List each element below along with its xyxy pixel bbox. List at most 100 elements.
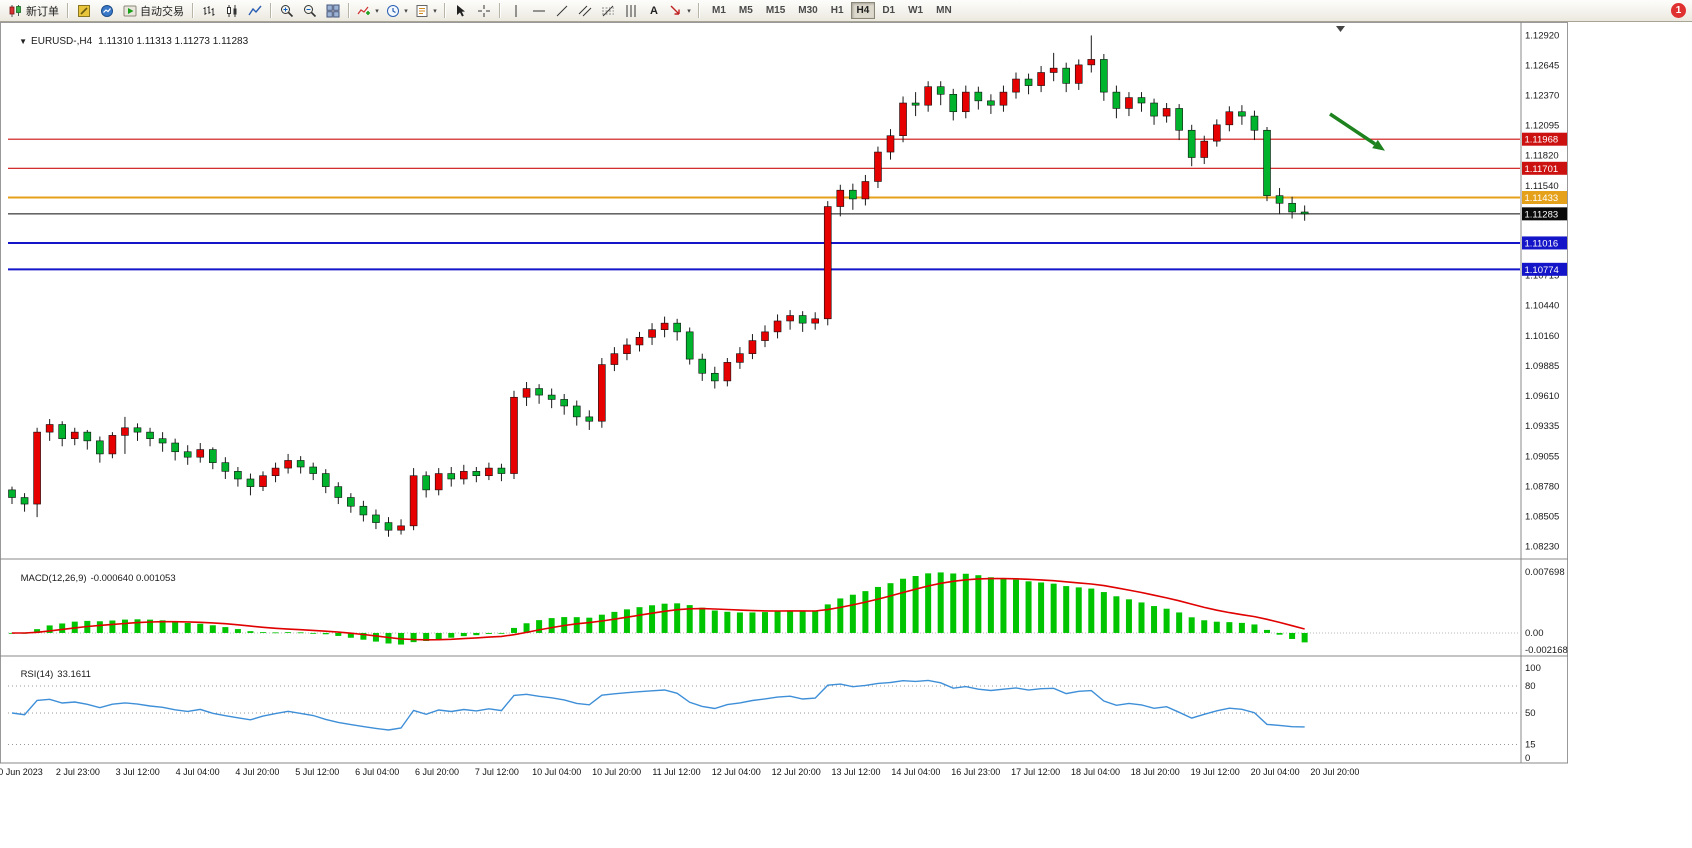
macd-histogram-bar — [297, 632, 304, 634]
timeframe-button-m30[interactable]: M30 — [792, 2, 823, 19]
candle-body — [811, 318, 820, 324]
time-axis-label: 12 Jul 20:00 — [772, 767, 821, 777]
timeframe-button-h4[interactable]: H4 — [850, 2, 876, 19]
new-order-button[interactable]: 新订单 — [4, 2, 63, 20]
time-axis: 30 Jun 2023 2 Jul 23:00 3 Jul 12:00 4 Jul 0… — [0, 767, 1359, 777]
zoom-in-button[interactable] — [276, 2, 298, 20]
macd-histogram-bar — [96, 621, 103, 633]
templates-button[interactable]: ▾ — [412, 2, 440, 20]
candle-body — [121, 427, 129, 436]
price-axis-tick: 1.10715 — [1525, 271, 1559, 282]
macd-histogram-bar — [498, 632, 505, 634]
macd-histogram-bar — [636, 607, 643, 633]
candles-layer — [8, 35, 1309, 537]
macd-histogram-bar — [837, 598, 844, 633]
timeframe-button-m15[interactable]: M15 — [760, 2, 791, 19]
candle-body — [133, 427, 142, 433]
candle-body — [45, 424, 54, 433]
time-axis-label: 16 Jul 23:00 — [951, 767, 1000, 777]
macd-histogram-bar — [1264, 629, 1270, 633]
collapse-arrow-icon[interactable]: ▼ — [19, 37, 28, 46]
trend-arrow-annotation[interactable] — [1329, 112, 1376, 146]
candle-body — [284, 460, 292, 469]
time-axis-label: 20 Jul 20:00 — [1310, 767, 1359, 777]
macd-axis-label: 0.007698 — [1525, 567, 1565, 578]
equidistant-channel-button[interactable] — [574, 2, 596, 20]
vertical-line-button[interactable] — [505, 2, 527, 20]
macd-histogram-bar — [435, 632, 442, 639]
timeframe-button-mn[interactable]: MN — [930, 2, 958, 19]
cursor-arrow-icon — [457, 4, 465, 16]
candle-body — [874, 151, 882, 182]
candle-body — [1300, 211, 1309, 215]
macd-histogram-bar — [184, 622, 191, 633]
horizontal-line-button[interactable] — [528, 2, 550, 20]
timeframe-button-h1[interactable]: H1 — [825, 2, 850, 19]
indicators-icon — [357, 6, 371, 15]
market-watch-button[interactable] — [96, 2, 118, 20]
periods-button[interactable]: ▾ — [383, 2, 411, 20]
price-badge — [1522, 132, 1567, 146]
macd-histogram-bar — [34, 629, 41, 633]
tile-windows-icon — [326, 4, 340, 17]
candle-body — [911, 102, 920, 106]
arrows-button[interactable]: ▾ — [666, 2, 694, 20]
rsi-axis-tick: 100 — [1525, 663, 1541, 674]
price-axis-tick: 1.09055 — [1525, 452, 1559, 463]
timeframe-button-m5[interactable]: M5 — [733, 2, 759, 19]
notification-badge[interactable]: 1 — [1671, 3, 1686, 18]
candle-body — [522, 388, 531, 398]
macd-histogram-bar — [649, 605, 656, 633]
trendline-button[interactable] — [551, 2, 573, 20]
autotrading-button[interactable]: 自动交易 — [119, 2, 188, 20]
candle-body — [70, 431, 79, 439]
crosshair-button[interactable] — [473, 2, 495, 20]
macd-histogram-bar — [360, 632, 367, 640]
timeframe-button-m1[interactable]: M1 — [706, 2, 732, 19]
fibonacci-button[interactable] — [597, 2, 619, 20]
time-axis-label: 14 Jul 04:00 — [891, 767, 940, 777]
candle-body — [1263, 129, 1271, 196]
candle-body — [698, 358, 707, 374]
macd-histogram-bar — [372, 632, 379, 642]
macd-histogram-bar — [799, 610, 806, 633]
autotrading-label: 自动交易 — [140, 5, 184, 18]
candlestick-chart-button[interactable] — [221, 2, 243, 20]
bar-chart-button[interactable] — [198, 2, 220, 20]
candle-body — [196, 449, 205, 458]
candle-body — [422, 475, 430, 491]
metaeditor-button[interactable] — [73, 2, 95, 20]
macd-histogram-bar — [1050, 583, 1057, 633]
vertical-line-icon — [515, 4, 517, 17]
toolbar-separator — [499, 3, 501, 18]
macd-histogram-bar — [1151, 606, 1158, 633]
trend-arrow-head[interactable] — [1372, 139, 1385, 151]
time-axis-label: 6 Jul 20:00 — [415, 767, 459, 777]
macd-histogram-bar — [1188, 617, 1195, 633]
macd-histogram-bar — [598, 614, 605, 633]
tile-windows-button[interactable] — [322, 2, 344, 20]
candle-body — [547, 394, 556, 400]
macd-histogram-bar — [134, 619, 141, 633]
line-chart-button[interactable] — [244, 2, 266, 20]
cycle-lines-button[interactable] — [620, 2, 642, 20]
timeframe-button-w1[interactable]: W1 — [902, 2, 929, 19]
bar-chart-icon — [203, 5, 215, 16]
timeframe-button-d1[interactable]: D1 — [876, 2, 901, 19]
toolbar-separator — [270, 3, 272, 18]
candle-body — [1150, 102, 1158, 117]
chart-shift-marker[interactable] — [1336, 26, 1345, 32]
zoom-out-button[interactable] — [299, 2, 321, 20]
time-axis-label: 10 Jul 04:00 — [532, 767, 581, 777]
candle-body — [786, 315, 794, 322]
indicators-button[interactable]: ▾ — [354, 2, 382, 20]
cursor-button[interactable] — [450, 2, 472, 20]
candle-body — [384, 522, 393, 531]
text-button[interactable]: A — [643, 2, 665, 20]
chart-window: 1.12920 1.12645 1.12370 1.12095 1.11820 1.115… — [0, 22, 1692, 848]
candle-body — [936, 86, 945, 95]
price-badge — [1522, 190, 1567, 204]
candle-body — [459, 471, 468, 480]
chart-canvas[interactable]: 1.12920 1.12645 1.12370 1.12095 1.11820 1.115… — [0, 22, 1692, 848]
candle-body — [660, 322, 669, 330]
